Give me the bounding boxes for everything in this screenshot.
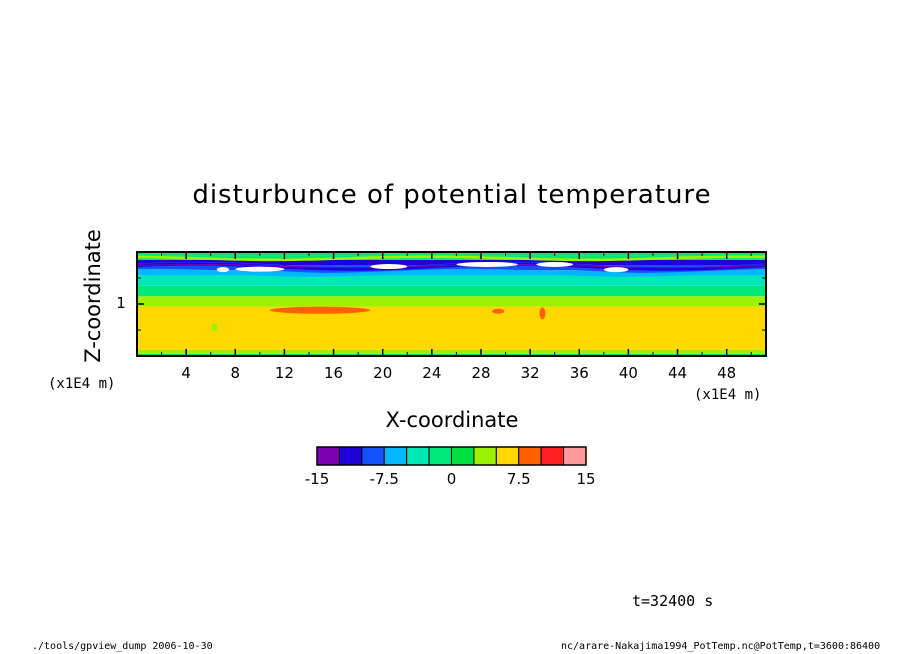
white-patch-5 <box>216 267 230 273</box>
warm-patch-mid <box>492 308 505 314</box>
z-tick-label: 1 <box>116 294 126 312</box>
colorbar-swatch-4 <box>406 446 430 466</box>
colorbar-swatch-7 <box>473 446 497 466</box>
x-tick-marks <box>161 252 752 356</box>
wave-top-green <box>137 255 766 262</box>
colorbar-swatch-8 <box>495 446 520 466</box>
colorbar-swatch-0 <box>316 446 340 466</box>
field-band-0 <box>137 353 766 356</box>
heatmap-features <box>137 255 766 332</box>
footer-left: ./tools/gpview_dump 2006-10-30 <box>32 641 213 652</box>
field-band-8 <box>137 259 766 265</box>
white-patch-2 <box>456 261 518 267</box>
x-tick-label: 8 <box>230 364 241 382</box>
y-axis-label: Z-coordinate <box>81 229 105 363</box>
x-axis-label: X-coordinate <box>385 408 519 432</box>
colorbar <box>316 446 587 466</box>
green-spot <box>211 323 218 332</box>
field-band-6 <box>137 270 766 276</box>
white-patch-1 <box>370 264 408 270</box>
white-patch-4 <box>603 267 629 273</box>
colorbar-frame <box>316 446 587 466</box>
colorbar-tick-label: 15 <box>576 470 596 488</box>
field-band-2 <box>137 306 766 350</box>
x-tick-label: 48 <box>717 364 737 382</box>
colorbar-swatch-1 <box>338 446 363 466</box>
field-band-1 <box>137 349 766 354</box>
x-tick-label: 20 <box>373 364 393 382</box>
colorbar-swatch-6 <box>451 446 475 466</box>
wave-cyan <box>137 268 766 277</box>
white-patch-3 <box>536 261 574 267</box>
x-unit-label: (x1E4 m) <box>694 387 762 403</box>
x-tick-label: 40 <box>618 364 638 382</box>
wave-purple <box>137 264 766 269</box>
colorbar-tick-label: -15 <box>304 470 330 488</box>
colorbar-swatch-3 <box>383 446 408 466</box>
chart-title: disturbunce of potential temperature <box>192 180 712 210</box>
field-band-4 <box>137 285 766 297</box>
warm-patch-right <box>539 307 546 320</box>
field-band-3 <box>137 296 766 307</box>
x-tick-label: 24 <box>422 364 442 382</box>
z-tick-marks <box>137 277 766 331</box>
x-tick-label: 16 <box>324 364 344 382</box>
x-tick-label: 28 <box>471 364 491 382</box>
time-annotation: t=32400 s <box>632 592 714 610</box>
field-band-5 <box>137 275 766 286</box>
colorbar-swatch-11 <box>563 446 587 466</box>
footer-right: nc/arare-Nakajima1994_PotTemp.nc@PotTemp… <box>561 641 881 652</box>
white-patch-0 <box>235 266 285 272</box>
x-tick-label: 44 <box>668 364 688 382</box>
colorbar-swatch-10 <box>540 446 565 466</box>
x-tick-label: 4 <box>181 364 191 382</box>
colorbar-swatch-2 <box>361 446 385 466</box>
colorbar-swatch-5 <box>428 446 453 466</box>
x-tick-label: 36 <box>569 364 589 382</box>
colorbar-swatch-9 <box>518 446 542 466</box>
x-tick-label: 12 <box>274 364 294 382</box>
colorbar-tick-label: 7.5 <box>506 470 531 488</box>
colorbar-tick-label: -7.5 <box>369 470 399 488</box>
z-unit-label: (x1E4 m) <box>48 376 116 392</box>
warm-patch-left <box>269 306 371 314</box>
x-tick-label: 32 <box>520 364 540 382</box>
colorbar-tick-label: 0 <box>446 470 457 488</box>
